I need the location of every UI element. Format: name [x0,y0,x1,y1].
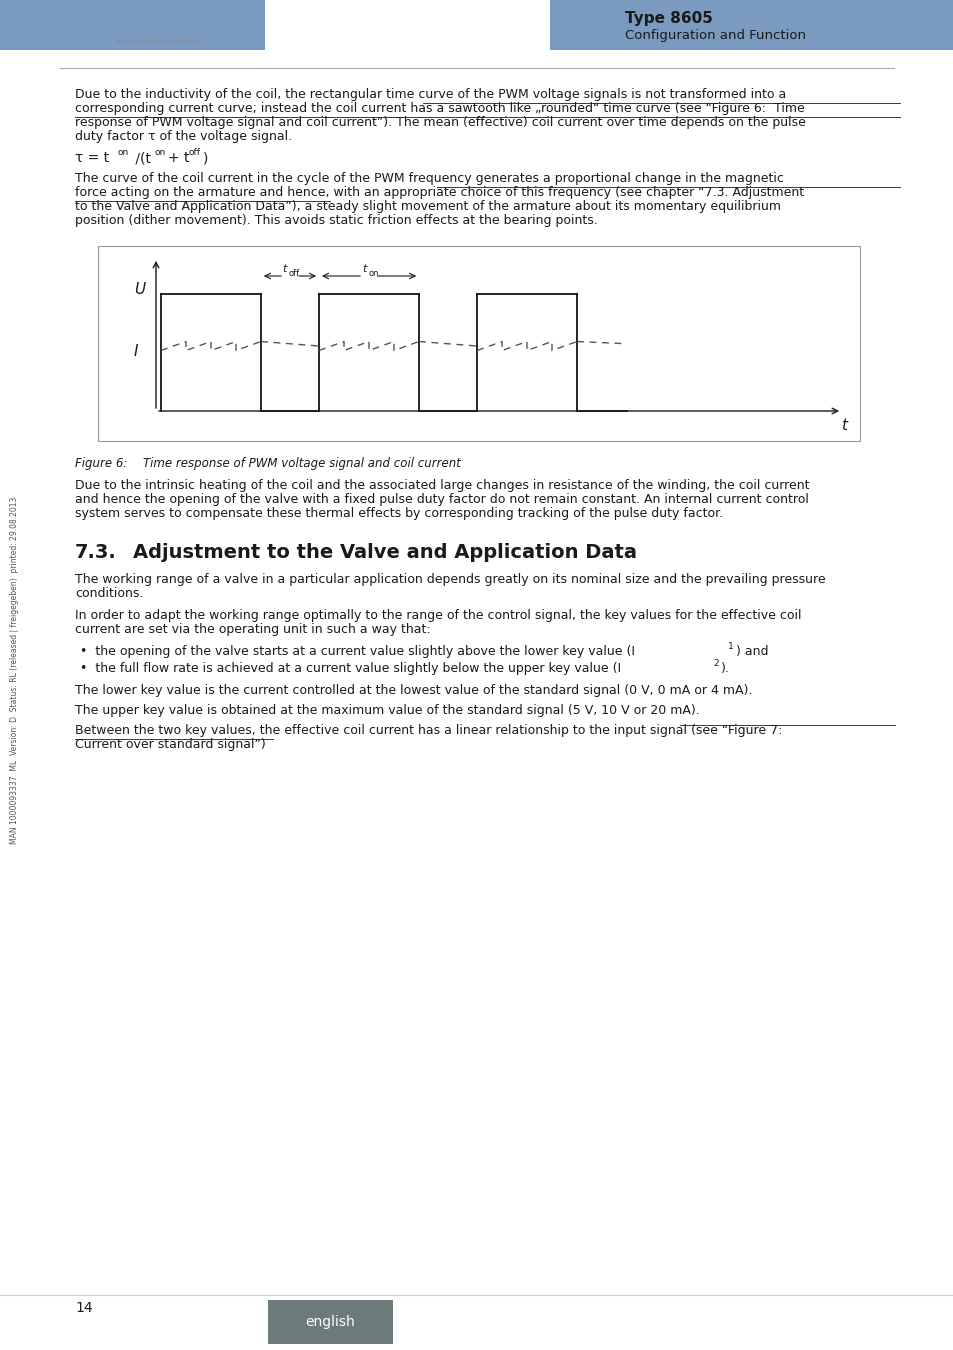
Text: MAN 1000093337  ML  Version: D  Status: RL (released | freigegeben)  printed: 29: MAN 1000093337 ML Version: D Status: RL … [10,497,19,844]
Text: Adjustment to the Valve and Application Data: Adjustment to the Valve and Application … [132,543,637,562]
Text: •  the opening of the valve starts at a current value slightly above the lower k: • the opening of the valve starts at a c… [80,645,635,657]
Text: In order to adapt the working range optimally to the range of the control signal: In order to adapt the working range opti… [75,609,801,622]
Text: 1: 1 [727,643,733,651]
Text: 7.3.: 7.3. [75,543,116,562]
Text: on: on [154,148,166,157]
Text: on: on [369,269,379,278]
Bar [550,0,953,50]
Text: ).: ). [720,662,729,675]
Text: conditions.: conditions. [75,587,143,599]
Text: off: off [289,269,300,278]
Text: The lower key value is the current controlled at the lowest value of the standar: The lower key value is the current contr… [75,684,752,697]
Text: ): ) [203,151,208,165]
Text: force acting on the armature and hence, with an appropriate choice of this frequ: force acting on the armature and hence, … [75,186,803,198]
Text: U: U [133,282,145,297]
Text: 14: 14 [75,1301,92,1315]
Text: /(t: /(t [131,151,151,165]
Text: response of PWM voltage signal and coil current”). The mean (effective) coil cur: response of PWM voltage signal and coil … [75,116,805,130]
Bar [98,246,859,441]
Text: The working range of a valve in a particular application depends greatly on its : The working range of a valve in a partic… [75,572,824,586]
Text: The upper key value is obtained at the maximum value of the standard signal (5 V: The upper key value is obtained at the m… [75,703,699,717]
Text: system serves to compensate these thermal effects by corresponding tracking of t: system serves to compensate these therma… [75,508,722,520]
Text: off: off [189,148,201,157]
Text: english: english [305,1315,355,1328]
Text: + t: + t [168,151,190,165]
Text: and hence the opening of the valve with a fixed pulse duty factor do not remain : and hence the opening of the valve with … [75,493,808,506]
Bar [268,1300,393,1345]
Text: duty factor τ of the voltage signal.: duty factor τ of the voltage signal. [75,130,292,143]
Text: 2: 2 [712,659,718,668]
Bar [0,0,265,50]
Text: FLUID CONTROL SYSTEMS: FLUID CONTROL SYSTEMS [117,39,198,45]
Text: Figure 6:: Figure 6: [75,458,128,470]
Text: Due to the inductivity of the coil, the rectangular time curve of the PWM voltag: Due to the inductivity of the coil, the … [75,88,785,101]
Text: ) and: ) and [735,645,768,657]
Text: to the Valve and Application Data”), a steady slight movement of the armature ab: to the Valve and Application Data”), a s… [75,200,781,213]
Text: on: on [118,148,129,157]
Text: t: t [362,265,367,274]
Text: •  the full flow rate is achieved at a current value slightly below the upper ke: • the full flow rate is achieved at a cu… [80,662,620,675]
Text: Type 8605: Type 8605 [624,11,712,26]
Text: τ = t: τ = t [75,151,109,165]
Text: Current over standard signal”): Current over standard signal”) [75,738,266,751]
Text: Due to the intrinsic heating of the coil and the associated large changes in res: Due to the intrinsic heating of the coil… [75,479,809,491]
Text: t: t [841,417,846,432]
Text: The curve of the coil current in the cycle of the PWM frequency generates a prop: The curve of the coil current in the cyc… [75,171,783,185]
Text: t: t [282,265,287,274]
Text: position (dither movement). This avoids static friction effects at the bearing p: position (dither movement). This avoids … [75,215,598,227]
Text: current are set via the operating unit in such a way that:: current are set via the operating unit i… [75,622,430,636]
Text: corresponding current curve; instead the coil current has a sawtooth like „round: corresponding current curve; instead the… [75,103,804,115]
Text: Time response of PWM voltage signal and coil current: Time response of PWM voltage signal and … [143,458,460,470]
Text: Between the two key values, the effective coil current has a linear relationship: Between the two key values, the effectiv… [75,724,781,737]
Text: bürkert: bürkert [120,19,195,36]
Text: Configuration and Function: Configuration and Function [624,30,805,42]
Text: I: I [133,343,138,359]
